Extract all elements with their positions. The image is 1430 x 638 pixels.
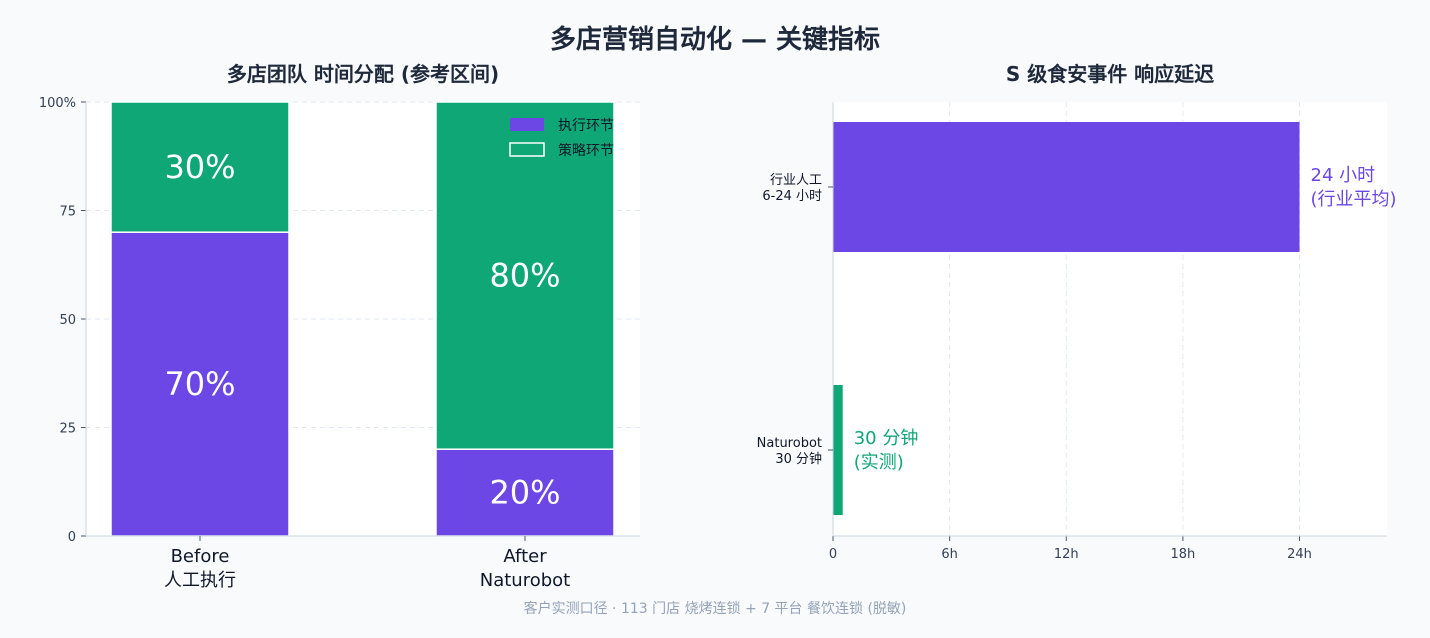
- chart2-category-label: 行业人工: [770, 173, 822, 188]
- chart1-legend-label: 策略环节: [558, 142, 614, 159]
- chart1-bar-value-label: 30%: [164, 148, 235, 186]
- chart2-title: S 级食安事件 响应延迟: [1006, 62, 1214, 86]
- chart1-legend-label: 执行环节: [558, 118, 614, 134]
- chart2-category-label: Naturobot: [757, 436, 822, 451]
- chart1-ytick-label: 100%: [39, 96, 76, 111]
- chart2-xtick-label: 18h: [1171, 547, 1196, 562]
- chart1-bar-value-label: 80%: [489, 257, 560, 295]
- chart2-bar-annotation: 30 分钟: [854, 428, 919, 449]
- chart2-xtick-label: 0: [829, 547, 837, 562]
- chart2-bars: 24 小时 (行业平均) 30 分钟 (实测): [833, 122, 1397, 515]
- chart2-bar-annotation: (行业平均): [1311, 189, 1397, 210]
- response-latency-chart: S 级食安事件 响应延迟 24 小时 (行业平均) 30 分钟 (实测) 0 6h 12h…: [757, 62, 1397, 562]
- chart2-bar: [833, 385, 843, 515]
- chart2-bar: [833, 122, 1300, 252]
- chart2-xtick-label: 12h: [1054, 547, 1079, 562]
- chart1-bar-strategy: [435, 101, 615, 450]
- chart1-ytick-label: 25: [59, 422, 76, 437]
- chart1-bar-strategy: [110, 101, 290, 233]
- chart2-category-label: 6-24 小时: [762, 189, 822, 204]
- footnote: 客户实测口径 · 113 门店 烧烤连锁 + 7 平台 餐饮连锁 (脱敏): [524, 600, 907, 617]
- chart1-category-label: 人工执行: [164, 570, 236, 591]
- chart2-bar-annotation: 24 小时: [1311, 165, 1376, 186]
- chart1-legend-swatch: [509, 142, 545, 157]
- chart1-category-label: Naturobot: [480, 570, 570, 591]
- chart1-legend-swatch: [510, 118, 544, 131]
- chart1-title: 多店团队 时间分配 (参考区间): [227, 62, 499, 86]
- chart1-ytick-label: 75: [59, 205, 76, 220]
- chart1-ytick-label: 0: [68, 530, 76, 545]
- chart2-xtick-label: 6h: [941, 547, 958, 562]
- chart1-ytick-label: 50: [59, 313, 76, 328]
- chart1-bars: 70% 30% 20% 80%: [110, 101, 615, 537]
- chart2-bar-annotation: (实测): [854, 452, 904, 473]
- figure-title: 多店营销自动化 — 关键指标: [550, 24, 880, 55]
- chart1-bar-value-label: 70%: [164, 365, 235, 403]
- chart2-xtick-label: 24h: [1287, 547, 1312, 562]
- chart1-category-label: After: [503, 546, 547, 567]
- time-allocation-chart: 多店团队 时间分配 (参考区间) 70% 30% 20% 80% 0 25 50 75 100…: [39, 62, 640, 591]
- chart1-bar-execution: [110, 231, 290, 537]
- chart1-axes: 0 25 50 75 100% Before 人工执行 After Naturobot: [39, 96, 640, 591]
- chart2-category-label: 30 分钟: [775, 451, 822, 467]
- chart1-category-label: Before: [171, 546, 230, 567]
- chart1-bar-value-label: 20%: [489, 474, 560, 512]
